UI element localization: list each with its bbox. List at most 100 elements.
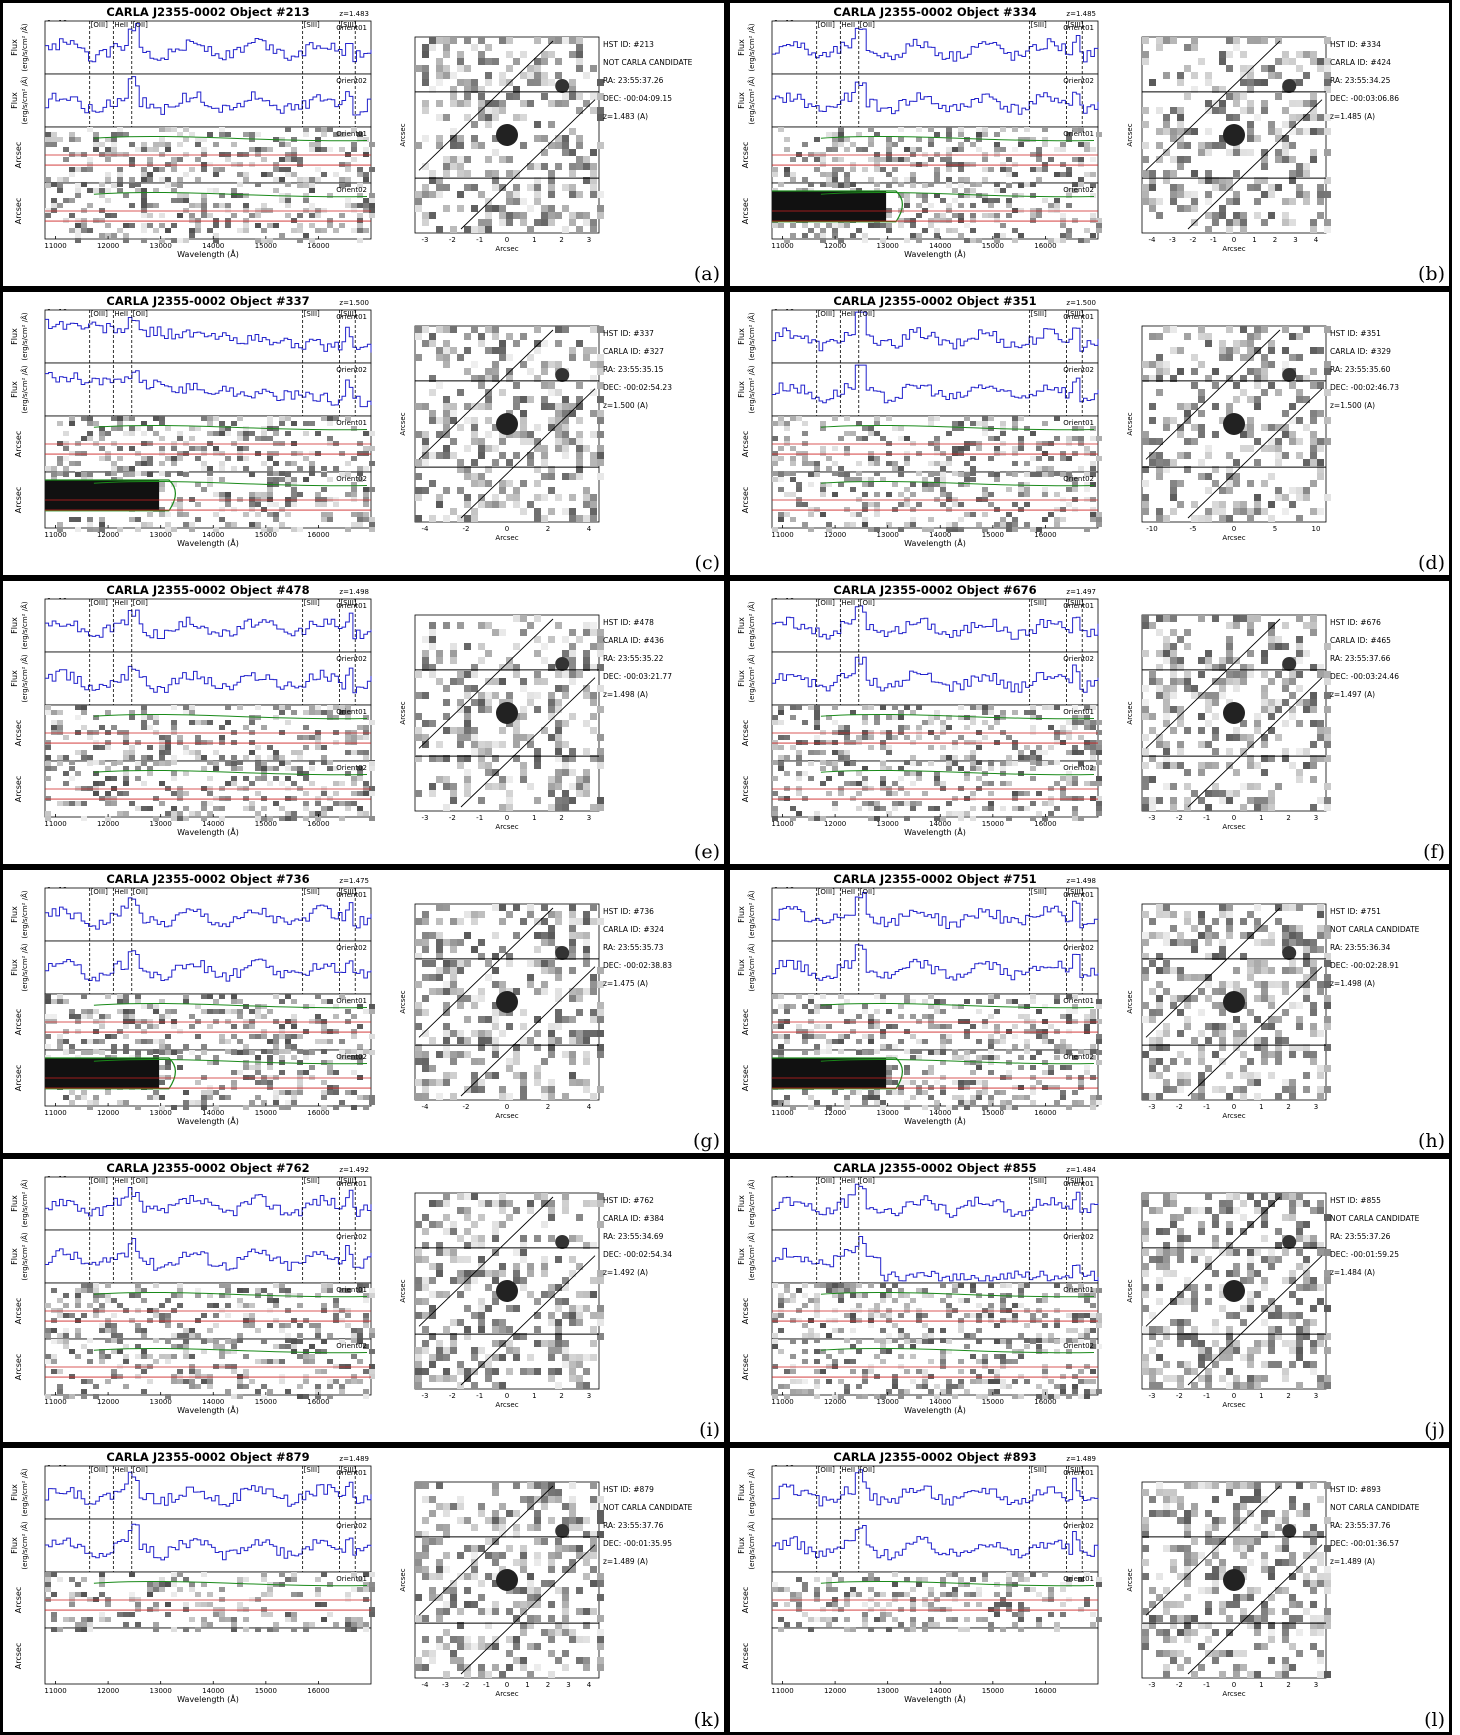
panel-title: CARLA J2355-0002 Object #478 bbox=[106, 583, 309, 597]
panel-letter: (c) bbox=[695, 552, 720, 574]
spectrum-orient01 bbox=[772, 311, 1099, 352]
panel-c: CARLA J2355-0002 Object #337z=1.5001e-18… bbox=[0, 289, 727, 578]
redshift-label: z=1.484 bbox=[1066, 1166, 1096, 1174]
orient-label: Orient02 bbox=[336, 77, 367, 85]
redshift-label: z=1.483 bbox=[339, 10, 369, 18]
carla-id: NOT CARLA CANDIDATE bbox=[603, 58, 693, 67]
orient-label: Orient02 bbox=[1063, 655, 1094, 663]
direct-image-cutout bbox=[414, 614, 604, 812]
orient-label: Orient01 bbox=[336, 602, 367, 610]
flux-unit-label: (erg/s/cm² /Å) bbox=[747, 601, 756, 649]
contour-line bbox=[820, 1058, 1095, 1065]
x-tick-label: 15000 bbox=[255, 531, 277, 539]
spectrum-2d bbox=[45, 1050, 375, 1110]
direct-image-cutout bbox=[414, 325, 604, 523]
redshift-label: z=1.500 bbox=[339, 299, 369, 307]
flux-unit-label: (erg/s/cm² /Å) bbox=[20, 23, 29, 71]
cutout-tick-label: 10 bbox=[1312, 525, 1321, 533]
cutout-y-label: Arcsec bbox=[399, 1279, 407, 1302]
x-tick-label: 15000 bbox=[255, 820, 277, 828]
cutout-tick-label: 2 bbox=[546, 1103, 550, 1111]
line-label: [SIII] bbox=[1031, 888, 1047, 896]
line-label: [OII] bbox=[133, 1466, 148, 1474]
line-label: [SIII] bbox=[340, 1466, 356, 1474]
x-axis-label: Wavelength (Å) bbox=[904, 1693, 966, 1704]
cutout-tick-label: -2 bbox=[449, 236, 456, 244]
flux-unit-label: (erg/s/cm² /Å) bbox=[747, 654, 756, 702]
cutout-tick-label: -3 bbox=[1169, 236, 1176, 244]
spectrum-2d bbox=[772, 1050, 1102, 1110]
spectrum-2d bbox=[772, 127, 1102, 187]
x-tick-label: 12000 bbox=[824, 820, 846, 828]
cutout-tick-label: 2 bbox=[1286, 1392, 1290, 1400]
line-label: HeII bbox=[114, 310, 128, 318]
line-label: HeII bbox=[114, 1466, 128, 1474]
dispersion-line bbox=[1187, 388, 1323, 519]
flux-unit-label: (erg/s/cm² /Å) bbox=[747, 1521, 756, 1569]
hst-id: HST ID: #213 bbox=[603, 40, 654, 49]
cutout-tick-label: 3 bbox=[1314, 1103, 1318, 1111]
neighbour-galaxy bbox=[1282, 1524, 1297, 1538]
arcsec-axis-label: Arcsec bbox=[741, 1587, 750, 1613]
cutout-y-label: Arcsec bbox=[399, 123, 407, 146]
cutout-tick-label: -2 bbox=[449, 814, 456, 822]
subplot-frame bbox=[44, 73, 372, 128]
line-label: [SIII] bbox=[1067, 21, 1083, 29]
redshift-info: z=1.475 (A) bbox=[603, 979, 648, 988]
flux-unit-label: (erg/s/cm² /Å) bbox=[20, 1232, 29, 1280]
spectrum-2d bbox=[772, 416, 1102, 476]
contour-line bbox=[93, 191, 368, 198]
neighbour-galaxy bbox=[1282, 79, 1297, 93]
panel-letter: (d) bbox=[1418, 552, 1445, 574]
orient-label: Orient01 bbox=[1063, 419, 1094, 427]
cutout-tick-label: -3 bbox=[1149, 1392, 1156, 1400]
dispersion-line bbox=[1187, 966, 1323, 1097]
x-tick-label: 14000 bbox=[929, 820, 951, 828]
cutout-tick-label: 2 bbox=[546, 525, 550, 533]
cutout-tick-label: 0 bbox=[505, 236, 509, 244]
subplot-frame bbox=[771, 1627, 1099, 1685]
orient-label: Orient01 bbox=[1063, 24, 1094, 32]
orient-label: Orient01 bbox=[336, 891, 367, 899]
x-tick-label: 11000 bbox=[771, 531, 793, 539]
orient-label: Orient01 bbox=[1063, 1469, 1094, 1477]
cutout-tick-label: 3 bbox=[587, 236, 591, 244]
x-axis-label: Wavelength (Å) bbox=[177, 248, 239, 259]
flux-axis-label: Flux bbox=[737, 670, 746, 687]
hst-id: HST ID: #736 bbox=[603, 907, 654, 916]
orient-label: Orient02 bbox=[1063, 764, 1094, 772]
flux-axis-label: Flux bbox=[10, 39, 19, 56]
arcsec-axis-label: Arcsec bbox=[741, 431, 750, 457]
line-label: [OIII] bbox=[91, 21, 108, 29]
cutout-y-label: Arcsec bbox=[1126, 990, 1134, 1013]
x-tick-label: 11000 bbox=[44, 531, 66, 539]
cutout-tick-label: -4 bbox=[1149, 236, 1157, 244]
cutout-tick-label: 1 bbox=[1252, 236, 1256, 244]
cutout-x-label: Arcsec bbox=[1222, 1690, 1245, 1698]
flux-axis-label: Flux bbox=[10, 670, 19, 687]
flux-unit-label: (erg/s/cm² /Å) bbox=[20, 943, 29, 991]
spectrum-orient01 bbox=[772, 1183, 1099, 1218]
panel-title: CARLA J2355-0002 Object #855 bbox=[833, 1161, 1036, 1175]
direct-image-cutout bbox=[414, 36, 604, 234]
flux-axis-label: Flux bbox=[737, 617, 746, 634]
line-label: [SIII] bbox=[304, 599, 320, 607]
cutout-tick-label: 0 bbox=[1232, 525, 1236, 533]
redshift-label: z=1.492 bbox=[339, 1166, 369, 1174]
x-tick-label: 11000 bbox=[771, 1687, 793, 1695]
arcsec-axis-label: Arcsec bbox=[14, 776, 23, 802]
cutout-tick-label: -2 bbox=[449, 1392, 456, 1400]
cutout-tick-label: -2 bbox=[463, 1681, 470, 1689]
dispersion-line bbox=[460, 1255, 596, 1386]
contour-line bbox=[772, 1057, 903, 1090]
arcsec-axis-label: Arcsec bbox=[741, 1065, 750, 1091]
contour-line bbox=[820, 1002, 1095, 1009]
panel-letter: (k) bbox=[694, 1709, 720, 1731]
x-tick-label: 16000 bbox=[1034, 1109, 1056, 1117]
cutout-tick-label: -4 bbox=[422, 1681, 430, 1689]
orient-label: Orient02 bbox=[1063, 944, 1094, 952]
cutout-tick-label: -2 bbox=[463, 525, 470, 533]
x-tick-label: 15000 bbox=[255, 242, 277, 250]
contour-line bbox=[820, 135, 1095, 142]
bright-source-trace bbox=[45, 480, 160, 511]
